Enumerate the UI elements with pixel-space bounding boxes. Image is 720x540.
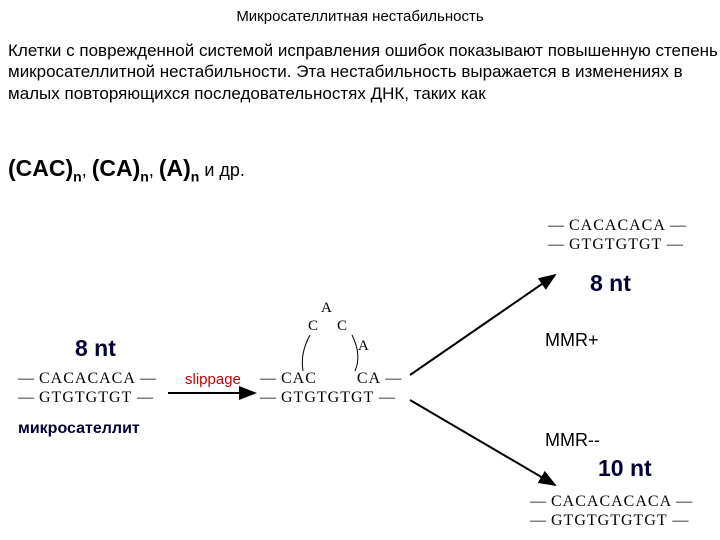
formula-sep1: ,: [82, 160, 92, 180]
arrow-mmr-plus: [410, 275, 555, 375]
formula-sub2: n: [140, 169, 149, 185]
diagram-area: 8 nt — CACACACA — — GTGTGTGT — микросате…: [0, 195, 720, 540]
loop-strand-right: [352, 335, 358, 371]
formula-sep2: ,: [149, 160, 159, 180]
body-paragraph: Клетки с поврежденной системой исправлен…: [8, 40, 718, 104]
formula-part2: (CA): [92, 155, 141, 181]
arrows-svg: [0, 195, 720, 540]
loop-strand-left: [302, 335, 310, 371]
formula-tail: и др.: [199, 160, 245, 180]
formula-part1: (CAC): [8, 155, 73, 181]
formula-part3: (A): [159, 155, 191, 181]
arrow-mmr-minus: [410, 400, 555, 485]
formula-sub1: n: [73, 169, 82, 185]
page-title: Микросателлитная нестабильность: [0, 8, 720, 25]
formula-line: (CAC)n, (CA)n, (A)n и др.: [8, 155, 245, 185]
